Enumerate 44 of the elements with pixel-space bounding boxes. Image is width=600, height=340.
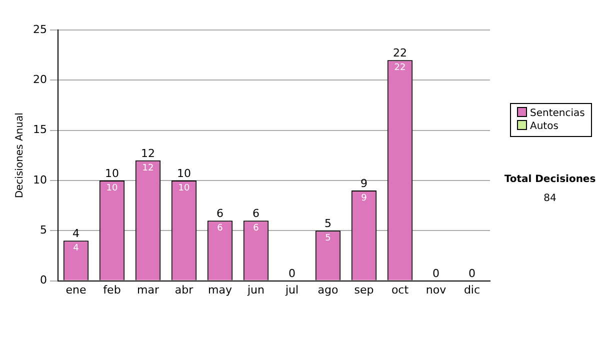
total-label: 9 bbox=[360, 176, 368, 190]
data-label: 4 bbox=[73, 244, 80, 254]
x-tick-label: jul bbox=[284, 283, 299, 296]
y-tick-label: 0 bbox=[40, 274, 47, 287]
text: 84 bbox=[542, 192, 558, 206]
total-label: 6 bbox=[252, 206, 260, 220]
data-label: 9 bbox=[361, 193, 368, 204]
total-label: 0 bbox=[432, 267, 440, 280]
y-axis-title: Decisiones Anual bbox=[14, 112, 26, 198]
data-label: 6 bbox=[253, 223, 260, 234]
x-tick-label: may bbox=[208, 283, 232, 296]
total-label: 4 bbox=[72, 227, 80, 240]
x-tick-label: nov bbox=[426, 283, 447, 296]
data-label: 10 bbox=[178, 183, 190, 194]
legend-label: Sentencias bbox=[529, 107, 585, 120]
legend-label: Autos bbox=[529, 120, 560, 133]
y-tick-label: 10 bbox=[32, 173, 47, 186]
y-tick-label: 25 bbox=[32, 22, 47, 36]
total-label: 0 bbox=[288, 267, 296, 280]
total-label: 6 bbox=[216, 206, 224, 220]
y-tick-label: 20 bbox=[32, 73, 47, 86]
x-tick-label: jun bbox=[246, 283, 265, 296]
x-tick-label: feb bbox=[103, 283, 121, 296]
total-label: 0 bbox=[468, 267, 476, 280]
x-tick-label: sep bbox=[354, 283, 374, 296]
total-label: 10 bbox=[177, 166, 191, 180]
y-tick-label: 15 bbox=[32, 123, 47, 136]
y-tick-label: 5 bbox=[40, 224, 47, 236]
total-label: 22 bbox=[393, 46, 407, 60]
x-tick-label: oct bbox=[391, 283, 410, 296]
total-label: 10 bbox=[104, 166, 119, 180]
data-label: 5 bbox=[325, 233, 331, 244]
text: Total Decisiones bbox=[503, 173, 597, 187]
data-label: 22 bbox=[394, 62, 406, 73]
data-label: 12 bbox=[142, 163, 154, 174]
data-label: 6 bbox=[217, 223, 224, 234]
data-label: 10 bbox=[106, 183, 118, 194]
x-tick-label: ago bbox=[318, 283, 338, 296]
x-tick-label: ene bbox=[66, 283, 86, 296]
x-tick-label: mar bbox=[137, 283, 160, 296]
total-label: 5 bbox=[324, 217, 332, 230]
total-label: 12 bbox=[141, 146, 155, 160]
x-tick-label: abr bbox=[174, 283, 194, 296]
x-tick-label: dic bbox=[464, 283, 480, 296]
